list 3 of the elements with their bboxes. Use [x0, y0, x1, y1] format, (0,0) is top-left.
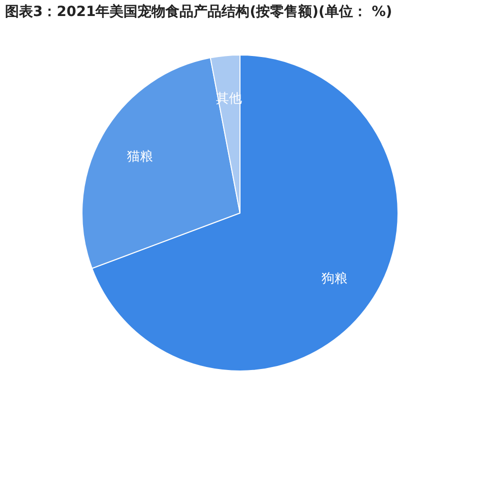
chart-title: 图表3：2021年美国宠物食品产品结构(按零售额)(单位： %) — [5, 3, 392, 20]
slice-label: 狗粮 — [322, 272, 348, 287]
slice-label: 猫粮 — [126, 150, 153, 165]
